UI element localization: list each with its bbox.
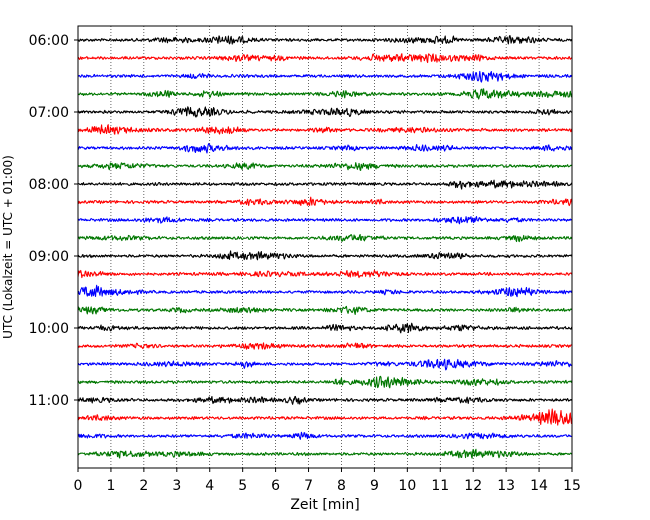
y-tick-label: 10:00 [29,321,69,337]
trace-row [77,143,573,154]
trace-row [77,322,573,334]
x-axis: 0 1 2 3 4 5 6 7 8 9 10 11 12 13 14 15 [74,468,581,494]
trace-row [77,88,573,100]
y-tick-label: 06:00 [29,33,69,49]
x-tick-label: 5 [238,478,247,494]
y-axis: 06:00 07:00 08:00 09:00 10:00 11:00 [29,33,78,409]
traces [77,35,573,459]
trace-row [77,216,573,225]
x-tick-label: 8 [337,478,346,494]
x-tick-label: 2 [139,478,148,494]
trace-row [77,35,573,45]
y-axis-label: UTC (Lokalzeit = UTC + 01:00) [1,155,15,339]
x-tick-label: 7 [304,478,313,494]
trace-row [77,269,573,279]
trace-row [77,375,573,389]
plot-frame [77,25,573,469]
trace-row [77,179,573,190]
x-tick-label: 4 [205,478,214,494]
y-tick-label: 11:00 [29,393,69,409]
trace-row [77,233,573,243]
x-tick-label: 1 [106,478,115,494]
trace-row [77,70,573,83]
y-tick-label: 07:00 [29,105,69,121]
x-tick-label: 9 [370,478,379,494]
trace-row [77,162,573,171]
trace-row [77,342,573,350]
trace-row [77,124,573,135]
x-tick-label: 0 [74,478,83,494]
x-tick-label: 13 [497,478,515,494]
trace-row [77,358,573,371]
x-tick-label: 3 [172,478,181,494]
trace-row [77,250,573,261]
trace-row [77,395,573,405]
y-tick-label: 08:00 [29,177,69,193]
x-tick-label: 12 [464,478,482,494]
x-tick-label: 6 [271,478,280,494]
x-tick-label: 14 [530,478,548,494]
trace-row [77,106,573,118]
trace-row [77,53,573,64]
x-axis-label: Zeit [min] [290,497,359,513]
y-tick-label: 09:00 [29,249,69,265]
trace-row [77,408,573,426]
trace-row [77,305,573,316]
trace-row [77,431,573,440]
x-tick-label: 15 [563,478,581,494]
x-tick-label: 10 [398,478,416,494]
trace-row [77,448,573,459]
trace-row [77,284,573,298]
trace-row [77,196,573,207]
x-tick-label: 11 [431,478,449,494]
